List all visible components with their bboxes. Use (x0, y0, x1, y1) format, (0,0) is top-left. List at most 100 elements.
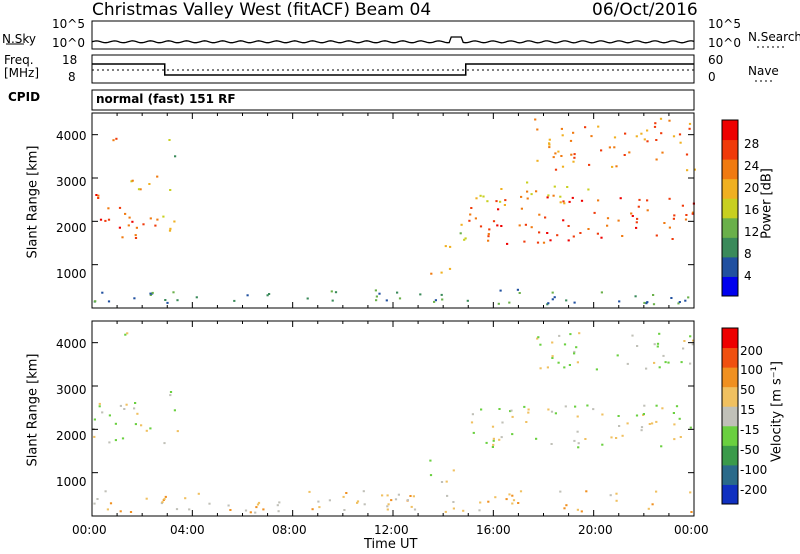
power-cell (554, 152, 557, 155)
power-cell (516, 288, 519, 291)
freq-unit: [MHz] (4, 66, 40, 80)
velocity-cell (227, 504, 230, 507)
power-cell (97, 194, 100, 197)
power-cell (530, 193, 533, 196)
velocity-cell (176, 430, 179, 433)
velocity-cell (149, 427, 152, 430)
power-cell (444, 245, 447, 248)
velocity-cell (429, 474, 433, 477)
velocity-cell (498, 408, 501, 410)
velocity-cell (689, 426, 692, 429)
velocity-ytick-4000: 4000 (56, 337, 87, 351)
power-cell (640, 132, 643, 135)
velocity-cell (550, 443, 553, 445)
velocity-cell (104, 490, 107, 493)
velocity-cell (580, 510, 583, 513)
power-cell (623, 154, 626, 156)
power-cell (542, 241, 546, 244)
velocity-cell (527, 408, 530, 411)
power-colorbar-segment (722, 198, 738, 219)
velocity-cell (98, 405, 101, 408)
velocity-cell (452, 507, 455, 510)
velocity-cell (188, 508, 191, 511)
velocity-cell (601, 443, 604, 446)
velocity-cell (574, 405, 577, 408)
power-cell (556, 234, 559, 237)
power-cell (587, 228, 590, 230)
freq-tick-top: 18 (62, 53, 78, 67)
xtick-2: 08:00 (272, 523, 307, 537)
velocity-cell (536, 337, 539, 340)
velocity-cell (675, 405, 679, 408)
velocity-cell (662, 354, 665, 357)
velocity-cell (535, 437, 538, 440)
power-cell (506, 242, 509, 245)
power-colorbar-segment (722, 178, 738, 199)
velocity-cell (551, 355, 554, 358)
power-cell (562, 219, 565, 222)
power-cell (613, 146, 616, 149)
vel-cb-tick-m200: -200 (740, 483, 768, 497)
velocity-cell (257, 501, 261, 504)
velocity-cell (101, 411, 104, 414)
xlabel: Time UT (364, 537, 418, 552)
power-cell (434, 299, 437, 302)
velocity-cell (525, 421, 528, 423)
power-cell (638, 198, 641, 201)
velocity-cell (478, 509, 481, 512)
velocity-cell (409, 495, 412, 497)
vel-cb-tick-m100: -100 (740, 463, 768, 477)
velocity-cell (119, 404, 122, 407)
power-cell (668, 119, 671, 122)
power-cell (691, 212, 694, 215)
power-cell (479, 194, 482, 197)
velocity-cell (381, 494, 384, 497)
velocity-cell (550, 410, 554, 413)
power-cb-tick-28: 28 (744, 137, 760, 151)
power-cell (672, 217, 675, 220)
velocity-cell (573, 439, 576, 442)
power-cell (115, 137, 118, 140)
power-colorbar-segment (722, 159, 738, 180)
power-cell (460, 223, 463, 226)
power-cell (330, 290, 333, 293)
velocity-cell (651, 503, 654, 506)
velocity-cell (184, 497, 187, 500)
freq-panel (91, 54, 695, 84)
power-cell (492, 220, 496, 223)
power-cell (266, 294, 269, 297)
power-cell (572, 235, 575, 238)
velocity-cell (356, 500, 360, 503)
nave-label: Nave (748, 64, 779, 78)
power-cell (94, 300, 97, 303)
power-cell (479, 225, 483, 228)
power-cell (133, 297, 136, 300)
xtick-4: 16:00 (476, 523, 511, 537)
velocity-cell (655, 404, 658, 407)
velocity-colorbar-segment (722, 425, 738, 446)
power-cell (548, 138, 551, 141)
velocity-cell (658, 332, 661, 335)
power-cell (375, 295, 378, 298)
power-cell (523, 240, 526, 243)
power-cell (526, 197, 529, 200)
power-cell (135, 226, 138, 229)
velocity-ytick-3000: 3000 (56, 383, 87, 397)
power-cell (464, 237, 467, 240)
velocity-cell (136, 412, 139, 415)
power-cell (440, 271, 443, 274)
velocity-cell (145, 497, 148, 500)
velocity-cell (626, 422, 629, 425)
power-cell (548, 143, 551, 146)
vel-cb-tick-15: 15 (740, 403, 756, 417)
velocity-cell (656, 345, 659, 348)
power-cell (97, 197, 100, 199)
velocity-cell (277, 510, 280, 513)
power-cell (672, 135, 676, 138)
velocity-cell (452, 501, 455, 503)
power-cell (487, 235, 490, 238)
power-cell (691, 211, 695, 214)
velocity-cell (660, 445, 663, 448)
velocity-cell (568, 364, 571, 366)
velocity-cell (592, 408, 595, 411)
